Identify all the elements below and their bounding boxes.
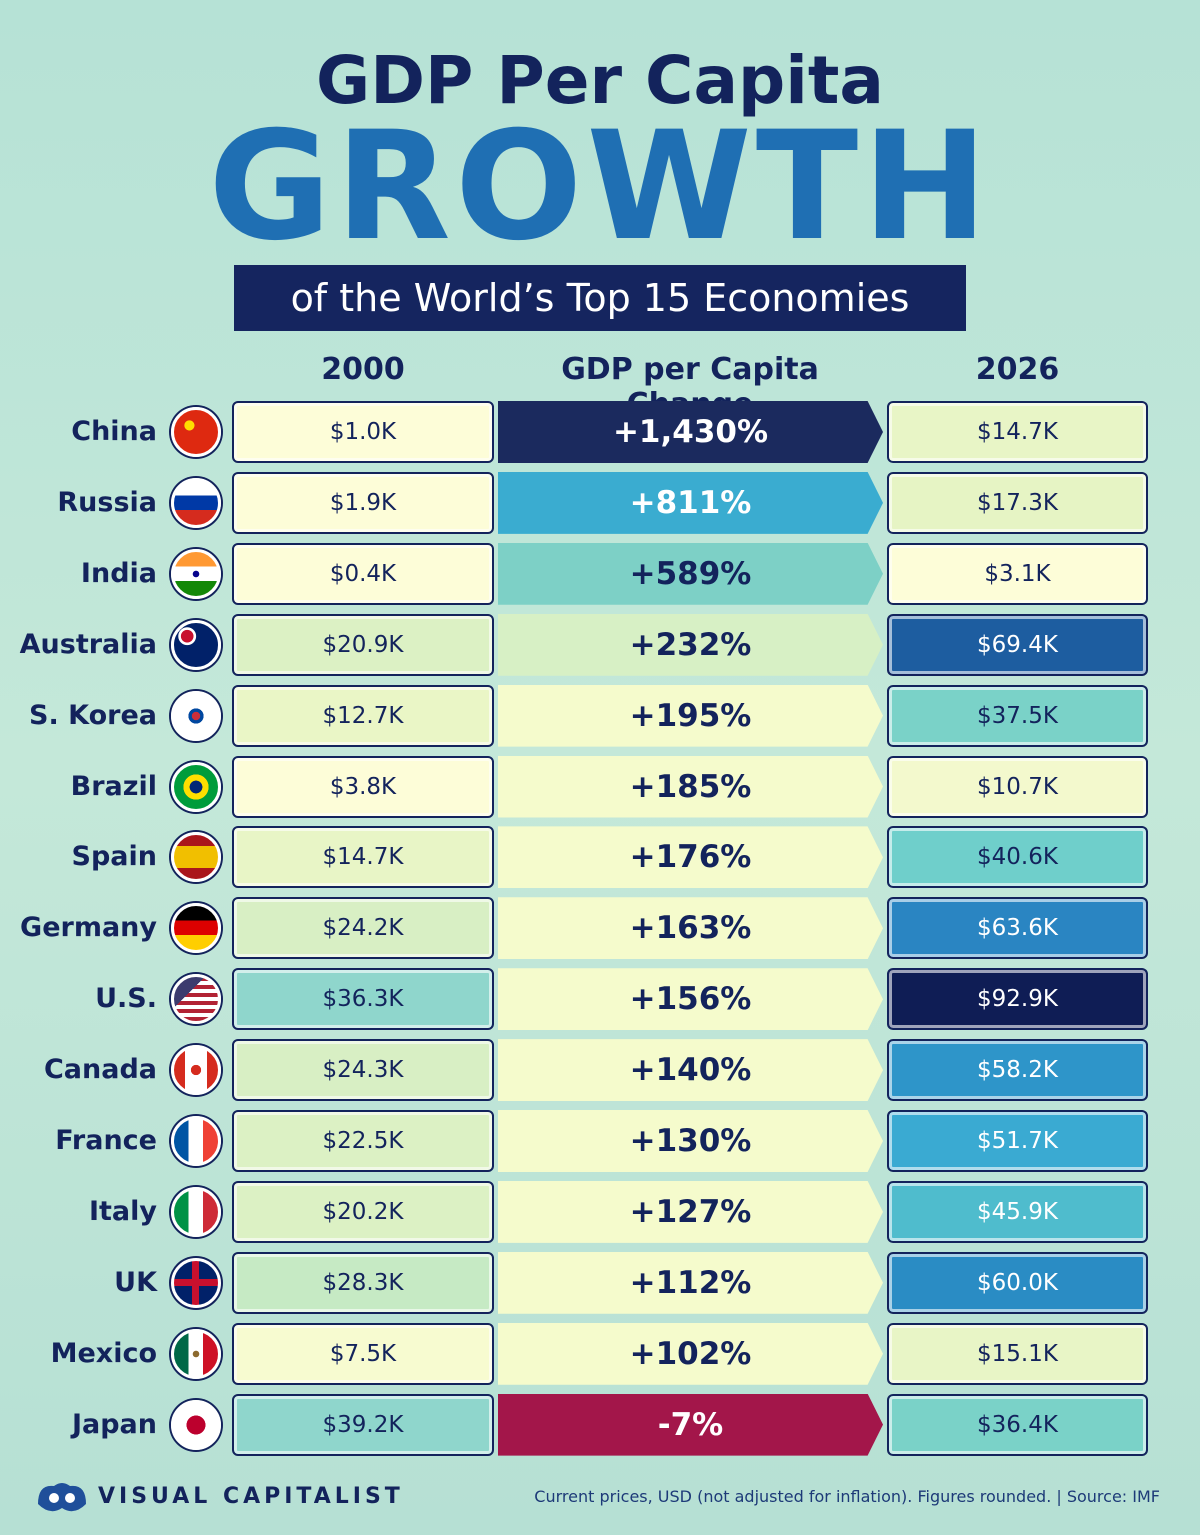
change-arrow: +185%	[498, 755, 883, 818]
cell-2026: $69.4K	[887, 613, 1148, 676]
flag	[171, 832, 221, 883]
flag	[171, 690, 221, 741]
cell-2026: $60.0K	[887, 1251, 1148, 1314]
cell-2026: $14.7K	[887, 401, 1148, 463]
country-label: Canada	[43, 1054, 157, 1086]
flag	[171, 1328, 221, 1379]
cell-2000: $12.7K	[232, 684, 494, 747]
cell-2000: $0.4K	[232, 542, 494, 605]
change-arrow: +130%	[498, 1110, 883, 1172]
cell-2026: $37.5K	[887, 684, 1148, 747]
change-arrow: +811%	[498, 471, 883, 534]
cell-2026: $17.3K	[887, 471, 1148, 534]
column-header: 2000	[321, 352, 405, 387]
change-arrow: +1,430%	[498, 401, 883, 463]
flag	[171, 1116, 221, 1166]
footnote: Current prices, USD (not adjusted for in…	[534, 1487, 1160, 1506]
change-arrow: +140%	[498, 1039, 883, 1102]
cell-2000: $1.9K	[232, 471, 494, 534]
note: Current prices, USD (not adjusted for in…	[534, 1487, 1052, 1506]
cell-2026: $58.2K	[887, 1039, 1148, 1102]
cell-2000: $7.5K	[232, 1322, 494, 1385]
change-arrow: +156%	[498, 968, 883, 1031]
cell-2000: $22.5K	[232, 1110, 494, 1172]
headline: GROWTH	[208, 100, 992, 274]
country-label: Russia	[57, 486, 157, 518]
cell-2026: $3.1K	[887, 542, 1148, 605]
cell-2026: $36.4K	[887, 1393, 1148, 1456]
cell-2000: $24.2K	[232, 897, 494, 960]
cell-2026: $10.7K	[887, 755, 1148, 818]
change-arrow: +112%	[498, 1251, 883, 1314]
flag	[171, 1257, 221, 1308]
flag	[171, 1399, 221, 1450]
cell-2026: $63.6K	[887, 897, 1148, 960]
title: GDP Per Capita	[316, 42, 884, 119]
cell-2026: $40.6K	[887, 826, 1148, 889]
change-arrow: +127%	[498, 1180, 883, 1243]
logo	[38, 1483, 86, 1512]
cell-2000: $14.7K	[232, 826, 494, 889]
flag	[171, 1186, 221, 1237]
flag	[171, 477, 221, 528]
country-label: Germany	[20, 912, 157, 944]
country-label: U.S.	[95, 983, 157, 1015]
change-arrow: +232%	[498, 613, 883, 676]
cell-2000: $24.3K	[232, 1039, 494, 1102]
cell-2026: $51.7K	[887, 1110, 1148, 1172]
cell-2000: $36.3K	[232, 968, 494, 1031]
cell-2000: $20.9K	[232, 613, 494, 676]
subtitle: of the World’s Top 15 Economies	[234, 265, 966, 331]
cell-2000: $1.0K	[232, 401, 494, 463]
flag	[171, 619, 221, 670]
cell-2026: $15.1K	[887, 1322, 1148, 1385]
change-arrow: +589%	[498, 542, 883, 605]
change-arrow: -7%	[498, 1393, 883, 1456]
country-label: China	[71, 416, 157, 447]
country-label: S. Korea	[29, 699, 157, 731]
change-arrow: +176%	[498, 826, 883, 889]
flag	[171, 761, 221, 812]
country-label: France	[55, 1125, 157, 1156]
cell-2026: $92.9K	[887, 968, 1148, 1031]
country-label: Brazil	[70, 770, 157, 802]
source: Source: IMF	[1066, 1487, 1160, 1506]
country-label: UK	[114, 1266, 157, 1298]
change-arrow: +195%	[498, 684, 883, 747]
cell-2026: $45.9K	[887, 1180, 1148, 1243]
flag	[171, 1045, 221, 1096]
country-label: Mexico	[50, 1337, 157, 1369]
brand: VISUAL CAPITALIST	[98, 1484, 404, 1509]
country-label: Japan	[71, 1408, 157, 1440]
country-label: Italy	[88, 1195, 157, 1227]
cell-2000: $28.3K	[232, 1251, 494, 1314]
cell-2000: $39.2K	[232, 1393, 494, 1456]
cell-2000: $20.2K	[232, 1180, 494, 1243]
flag	[171, 903, 221, 954]
flag	[171, 974, 221, 1025]
column-header: 2026	[975, 352, 1060, 387]
country-label: Spain	[71, 841, 157, 873]
change-arrow: +163%	[498, 897, 883, 960]
flag	[171, 548, 221, 599]
change-arrow: +102%	[498, 1322, 883, 1385]
flag	[171, 407, 221, 457]
country-label: India	[80, 557, 157, 589]
country-label: Australia	[19, 628, 157, 660]
cell-2000: $3.8K	[232, 755, 494, 818]
